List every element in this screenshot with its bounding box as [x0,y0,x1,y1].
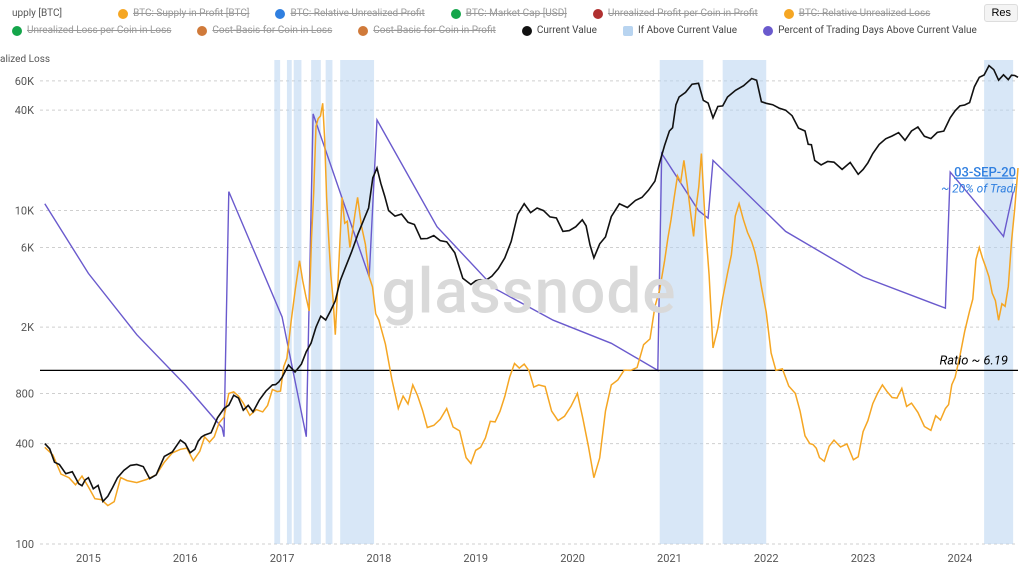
svg-text:60K: 60K [15,75,34,88]
legend-swatch [451,9,461,19]
svg-text:Ratio ~ 6.19: Ratio ~ 6.19 [939,353,1008,368]
legend-item[interactable]: BTC: Supply in Profit [BTC] [118,8,249,19]
svg-text:2024: 2024 [948,552,973,565]
svg-text:400: 400 [15,438,34,451]
legend-swatch [784,9,794,19]
legend-label: Percent of Trading Days Above Current Va… [778,25,977,36]
legend-swatch [763,26,773,36]
legend-label: Cost-Basis for Coin in Loss [212,25,332,36]
legend-label: Current Value [537,25,597,36]
legend-item[interactable]: BTC: Relative Unrealized Loss [784,8,931,19]
legend-item[interactable]: Unrealized Profit per Coin in Profit [593,8,758,19]
svg-text:10K: 10K [15,205,34,218]
legend-item[interactable]: Cost-Basis for Coin in Profit [358,25,496,36]
svg-text:2023: 2023 [851,552,876,565]
chart-plot-area[interactable]: glassnode 1004008002K6K10K40K60K20152016… [40,60,1018,544]
legend-label: Unrealized Profit per Coin in Profit [608,8,758,19]
legend-item[interactable]: Unrealized Loss per Coin in Loss [12,25,171,36]
legend-label: BTC: Market Cap [USD] [466,8,567,19]
svg-text:2022: 2022 [754,552,779,565]
legend-label: If Above Current Value [638,25,737,36]
legend-swatch [593,9,603,19]
legend-label: Unrealized Loss per Coin in Loss [27,25,171,36]
svg-text:2020: 2020 [560,552,585,565]
legend-item[interactable]: If Above Current Value [623,25,737,36]
svg-text:6K: 6K [21,242,34,255]
svg-text:03-SEP-20: 03-SEP-20 [954,166,1016,181]
legend-swatch [118,9,128,19]
svg-text:2015: 2015 [76,552,101,565]
legend-swatch [12,26,22,36]
legend-item[interactable]: Cost-Basis for Coin in Loss [197,25,332,36]
legend-item[interactable]: BTC: Relative Unrealized Profit [275,8,424,19]
legend-swatch [623,26,633,36]
svg-text:800: 800 [15,387,34,400]
legend-label: BTC: Supply in Profit [BTC] [133,8,249,19]
reset-button[interactable]: Res [984,4,1018,22]
legend-item[interactable]: Current Value [522,25,597,36]
svg-text:40K: 40K [15,104,34,117]
svg-text:100: 100 [15,538,34,551]
line-chart: 1004008002K6K10K40K60K201520162017201820… [40,60,1018,544]
svg-text:~ 20% of Tradi: ~ 20% of Tradi [941,182,1016,196]
legend-label: BTC: Relative Unrealized Loss [799,8,931,19]
legend-label: Cost-Basis for Coin in Profit [373,25,496,36]
legend-swatch [275,9,285,19]
cropped-label-top: upply [BTC] [12,8,62,19]
legend-item[interactable]: Percent of Trading Days Above Current Va… [763,25,977,36]
svg-text:2019: 2019 [463,552,488,565]
legend-label: BTC: Relative Unrealized Profit [290,8,424,19]
chart-legend: upply [BTC] BTC: Supply in Profit [BTC] BT… [0,0,1024,36]
legend-item[interactable]: BTC: Market Cap [USD] [451,8,567,19]
svg-text:2016: 2016 [173,552,198,565]
legend-swatch [522,26,532,36]
legend-swatch [358,26,368,36]
svg-text:2K: 2K [21,321,34,334]
svg-text:2017: 2017 [270,552,295,565]
svg-text:2021: 2021 [657,552,682,565]
legend-swatch [197,26,207,36]
svg-text:2018: 2018 [367,552,392,565]
